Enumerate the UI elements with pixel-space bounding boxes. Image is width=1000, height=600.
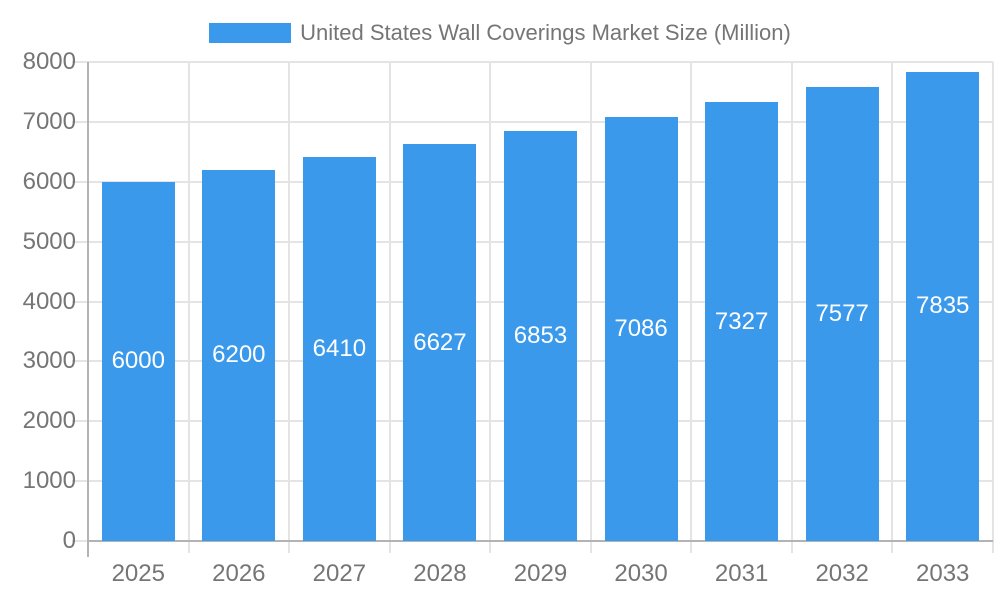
x-gridline: [388, 62, 391, 553]
bar[interactable]: 6410: [302, 157, 376, 541]
y-gridline: [72, 61, 993, 63]
x-axis-label: 2033: [916, 560, 970, 587]
y-axis-label: 2000: [22, 407, 76, 435]
y-axis-label: 1000: [22, 467, 76, 495]
y-axis-label: 3000: [22, 347, 76, 375]
x-axis-label: 2027: [312, 560, 367, 587]
x-gridline: [891, 62, 894, 553]
bar[interactable]: 7327: [705, 102, 779, 541]
bar-value-label: 6000: [111, 347, 165, 375]
bar-value-label: 7577: [815, 300, 869, 328]
x-axis-label: 2029: [513, 560, 568, 587]
bar-value-label: 6627: [413, 328, 467, 356]
bar-value-label: 6200: [212, 341, 266, 369]
legend-label: United States Wall Coverings Market Size…: [300, 20, 791, 45]
x-axis-label: 2028: [413, 560, 467, 587]
y-axis-label: 0: [62, 527, 76, 554]
y-axis-tick: [72, 540, 88, 542]
bar-value-label: 7327: [714, 307, 769, 335]
y-axis-label: 4000: [22, 287, 76, 315]
x-axis-label: 2031: [714, 560, 769, 587]
x-axis-label: 2026: [212, 560, 266, 587]
x-gridline: [790, 62, 793, 553]
bar-value-label: 7086: [614, 314, 668, 342]
y-axis-label: 6000: [22, 167, 76, 195]
legend: United States Wall Coverings Market Size…: [0, 20, 1000, 46]
y-axis-line: [86, 62, 89, 557]
x-gridline: [288, 62, 291, 553]
legend-swatch-icon: [209, 23, 292, 43]
bar-value-label: 6410: [312, 335, 367, 363]
legend-item[interactable]: United States Wall Coverings Market Size…: [209, 20, 791, 46]
x-gridline: [589, 62, 592, 553]
y-axis-label: 8000: [22, 48, 76, 75]
bar[interactable]: 7086: [604, 116, 678, 541]
bar[interactable]: 6627: [403, 144, 477, 541]
x-gridline: [187, 62, 190, 553]
bar-value-label: 6853: [513, 321, 568, 349]
x-axis-line: [88, 540, 993, 542]
bar[interactable]: 7577: [805, 87, 879, 541]
y-gridline: [72, 120, 993, 123]
x-axis-label: 2025: [111, 560, 165, 587]
y-axis-label: 7000: [22, 107, 76, 135]
bar[interactable]: 6000: [101, 181, 175, 541]
y-axis-label: 5000: [22, 227, 76, 255]
x-axis-label: 2032: [815, 560, 869, 587]
bar[interactable]: 6200: [202, 169, 276, 541]
plot-right-border: [992, 62, 994, 553]
x-gridline: [690, 62, 693, 553]
bar[interactable]: 7835: [906, 71, 980, 541]
x-gridline: [489, 62, 492, 553]
bar[interactable]: 6853: [504, 130, 577, 541]
bar-value-label: 7835: [916, 292, 970, 320]
x-axis-label: 2030: [614, 560, 668, 587]
